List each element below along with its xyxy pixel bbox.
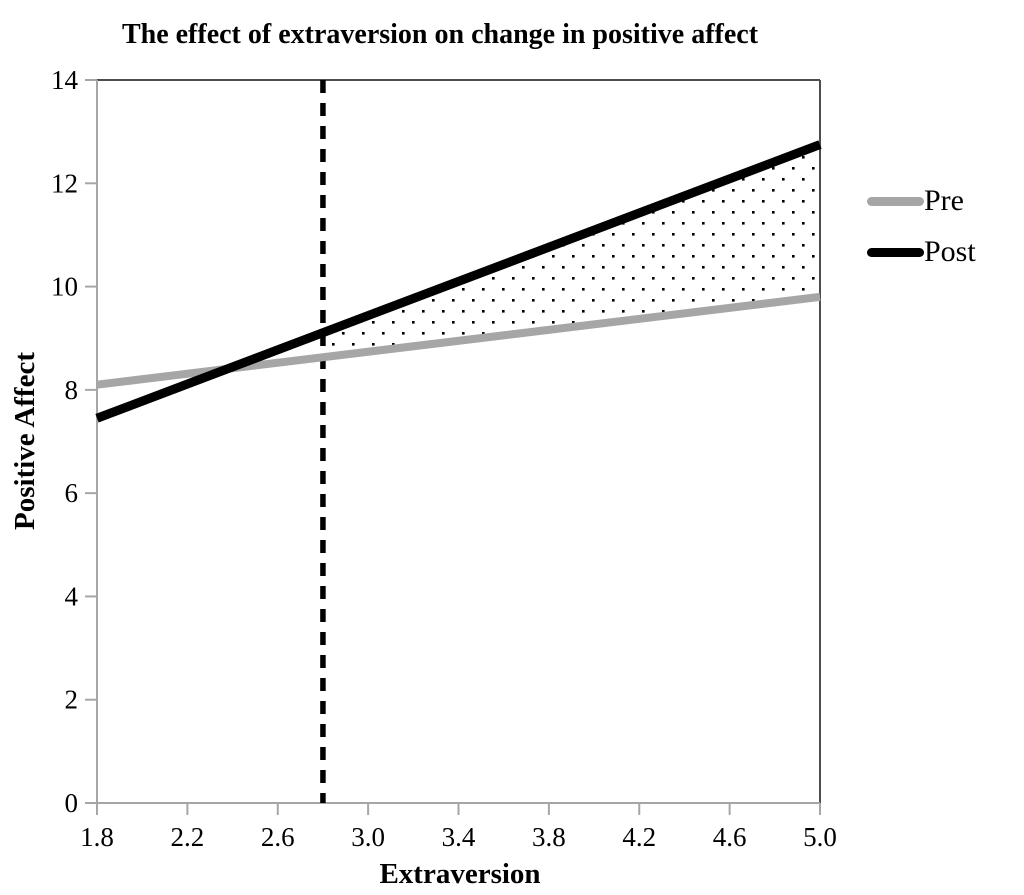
y-tick-label: 10 bbox=[51, 272, 78, 302]
y-tick-label: 14 bbox=[51, 65, 79, 95]
x-tick-label: 3.0 bbox=[351, 822, 385, 852]
legend-item-pre: Pre bbox=[867, 186, 976, 216]
x-tick-label: 1.8 bbox=[80, 822, 114, 852]
y-tick-label: 2 bbox=[65, 685, 79, 715]
x-tick-label: 2.2 bbox=[171, 822, 205, 852]
legend: Pre Post bbox=[867, 186, 976, 288]
x-tick-label: 4.2 bbox=[622, 822, 656, 852]
y-tick-label: 6 bbox=[65, 478, 79, 508]
legend-label-post: Post bbox=[924, 235, 976, 268]
x-tick-label: 3.8 bbox=[532, 822, 566, 852]
x-tick-label: 3.4 bbox=[442, 822, 476, 852]
x-tick-label: 4.6 bbox=[713, 822, 747, 852]
x-axis-title: Extraversion bbox=[379, 858, 540, 890]
x-tick-label: 2.6 bbox=[261, 822, 295, 852]
y-tick-label: 12 bbox=[51, 168, 78, 198]
stippled-difference-region bbox=[322, 144, 820, 358]
legend-item-post: Post bbox=[867, 237, 976, 267]
y-tick-label: 4 bbox=[65, 581, 79, 611]
series-line-post bbox=[95, 140, 822, 423]
x-tick-label: 5.0 bbox=[803, 822, 837, 852]
chart-title: The effect of extraversion on change in … bbox=[122, 19, 759, 50]
post-line-swatch bbox=[867, 247, 924, 257]
y-axis-title: Positive Affect bbox=[9, 352, 41, 530]
y-tick-label: 0 bbox=[65, 788, 79, 818]
pre-line-swatch bbox=[867, 196, 924, 206]
legend-label-pre: Pre bbox=[924, 184, 964, 217]
y-tick-label: 8 bbox=[65, 375, 79, 405]
